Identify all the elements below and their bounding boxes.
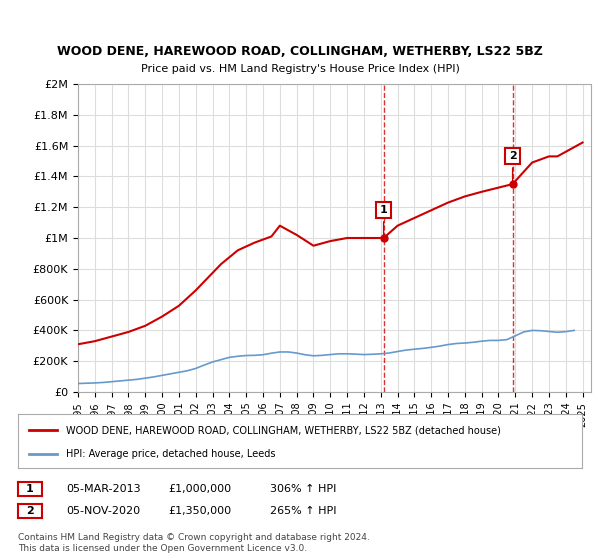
Text: 05-NOV-2020: 05-NOV-2020: [66, 506, 140, 516]
Text: £1,350,000: £1,350,000: [168, 506, 231, 516]
Text: 306% ↑ HPI: 306% ↑ HPI: [270, 484, 337, 494]
Text: 265% ↑ HPI: 265% ↑ HPI: [270, 506, 337, 516]
Text: 05-MAR-2013: 05-MAR-2013: [66, 484, 140, 494]
Text: 2: 2: [26, 506, 34, 516]
Text: Contains HM Land Registry data © Crown copyright and database right 2024.
This d: Contains HM Land Registry data © Crown c…: [18, 533, 370, 553]
Text: WOOD DENE, HAREWOOD ROAD, COLLINGHAM, WETHERBY, LS22 5BZ (detached house): WOOD DENE, HAREWOOD ROAD, COLLINGHAM, WE…: [66, 426, 501, 435]
Text: HPI: Average price, detached house, Leeds: HPI: Average price, detached house, Leed…: [66, 449, 275, 459]
Text: WOOD DENE, HAREWOOD ROAD, COLLINGHAM, WETHERBY, LS22 5BZ: WOOD DENE, HAREWOOD ROAD, COLLINGHAM, WE…: [57, 45, 543, 58]
Text: 1: 1: [26, 484, 34, 493]
Text: Price paid vs. HM Land Registry's House Price Index (HPI): Price paid vs. HM Land Registry's House …: [140, 64, 460, 74]
Text: 2: 2: [509, 151, 517, 181]
Text: £1,000,000: £1,000,000: [168, 484, 231, 494]
Text: 1: 1: [380, 205, 388, 235]
